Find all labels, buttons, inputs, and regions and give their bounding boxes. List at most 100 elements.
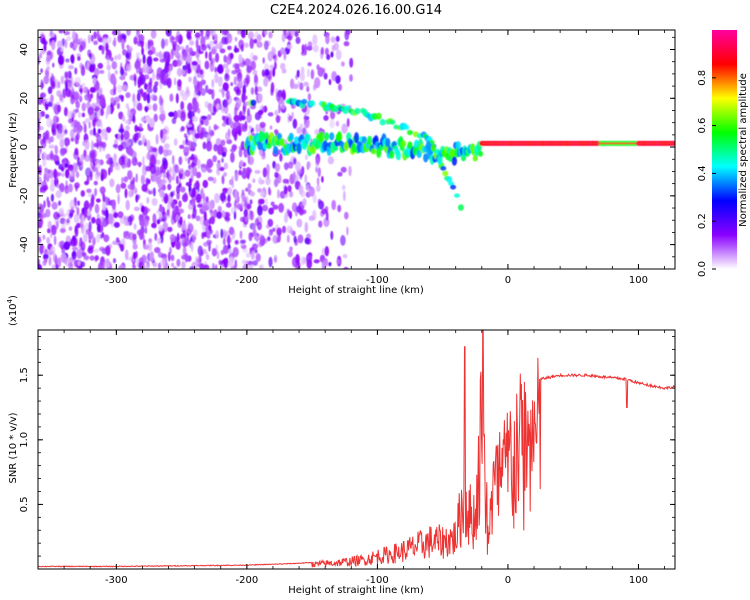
track-blob — [457, 204, 464, 211]
noise-blob — [181, 237, 185, 245]
noise-blob — [221, 175, 225, 185]
noise-blob — [234, 106, 238, 118]
snr-axes: -300 -200 -100 0 100 0.5 1.0 1.5 — [19, 330, 675, 586]
carrier-blob — [276, 133, 283, 140]
noise-blob — [109, 178, 115, 188]
noise-blob — [239, 160, 244, 167]
noise-blob — [187, 223, 194, 233]
noise-blob — [181, 261, 186, 269]
noise-blob — [38, 177, 42, 187]
noise-blob — [59, 217, 66, 225]
noise-blob — [292, 118, 298, 129]
noise-blob — [84, 180, 89, 186]
noise-blob — [235, 97, 242, 108]
noise-blob — [142, 155, 145, 167]
noise-blob — [51, 40, 56, 51]
noise-blob — [316, 177, 320, 186]
noise-blob — [152, 103, 158, 112]
noise-blob — [208, 218, 211, 225]
noise-blob — [190, 241, 194, 253]
noise-blob — [81, 82, 86, 93]
noise-blob — [88, 65, 95, 73]
noise-blob — [185, 44, 190, 53]
noise-blob — [147, 151, 151, 160]
noise-blob — [46, 56, 51, 62]
noise-blob — [283, 30, 287, 36]
noise-blob — [340, 235, 346, 246]
noise-blob — [230, 148, 236, 153]
noise-blob — [135, 173, 138, 183]
noise-blob — [202, 141, 207, 150]
noise-blob — [300, 256, 305, 266]
noise-blob — [40, 68, 43, 74]
noise-blob — [64, 129, 68, 135]
noise-blob — [236, 89, 240, 94]
noise-blob — [225, 68, 230, 74]
noise-blob — [182, 51, 188, 61]
noise-blob — [254, 85, 258, 96]
noise-blob — [222, 99, 229, 108]
noise-blob — [258, 109, 264, 116]
noise-blob — [278, 202, 285, 213]
noise-blob — [146, 93, 151, 104]
noise-blob — [310, 69, 315, 80]
noise-blob — [148, 190, 153, 195]
noise-blob — [46, 118, 53, 128]
noise-blob — [158, 207, 163, 213]
noise-blob — [224, 217, 231, 222]
noise-blob — [182, 245, 187, 256]
noise-blob — [249, 199, 253, 205]
noise-blob — [307, 41, 313, 49]
carrier-blob — [279, 138, 285, 147]
noise-blob — [272, 227, 276, 232]
noise-blob — [155, 134, 159, 145]
noise-blob — [329, 119, 335, 129]
noise-blob — [116, 30, 121, 36]
noise-blob — [248, 232, 253, 242]
noise-blob — [188, 110, 192, 119]
noise-blob — [249, 210, 254, 221]
noise-blob — [184, 157, 188, 162]
carrier-blob — [367, 135, 373, 146]
noise-blob — [242, 105, 246, 116]
noise-blob — [205, 196, 209, 204]
noise-blob — [188, 184, 192, 193]
noise-blob — [118, 128, 125, 134]
noise-blob — [76, 207, 80, 216]
noise-blob — [96, 233, 100, 244]
noise-blob — [72, 30, 76, 41]
noise-blob — [223, 231, 227, 239]
noise-blob — [200, 36, 206, 47]
noise-blob — [348, 165, 352, 177]
noise-blob — [53, 235, 57, 246]
noise-blob — [172, 44, 176, 52]
noise-blob — [106, 36, 112, 44]
noise-blob — [247, 183, 252, 190]
noise-blob — [308, 215, 315, 221]
noise-blob — [145, 177, 149, 186]
noise-blob — [176, 60, 182, 67]
noise-blob — [216, 168, 221, 176]
noise-blob — [93, 127, 96, 136]
noise-blob — [240, 44, 244, 52]
noise-blob — [204, 34, 210, 40]
noise-blob — [105, 126, 112, 133]
noise-blob — [279, 153, 283, 162]
noise-blob — [203, 242, 209, 247]
noise-blob — [47, 228, 51, 234]
x-tick-label: -100 — [366, 575, 389, 586]
noise-blob — [143, 74, 150, 80]
colorbar-tick-label: 0.6 — [697, 118, 708, 134]
noise-blob — [210, 215, 215, 225]
noise-blob — [233, 210, 237, 220]
noise-blob — [169, 166, 172, 176]
noise-blob — [314, 129, 319, 135]
noise-blob — [218, 40, 223, 51]
noise-blob — [213, 125, 220, 130]
noise-blob — [323, 72, 328, 80]
noise-blob — [303, 113, 307, 124]
noise-blob — [68, 261, 74, 269]
x-tick-label: 0 — [505, 275, 511, 286]
noise-blob — [225, 211, 231, 218]
noise-blob — [227, 187, 233, 196]
